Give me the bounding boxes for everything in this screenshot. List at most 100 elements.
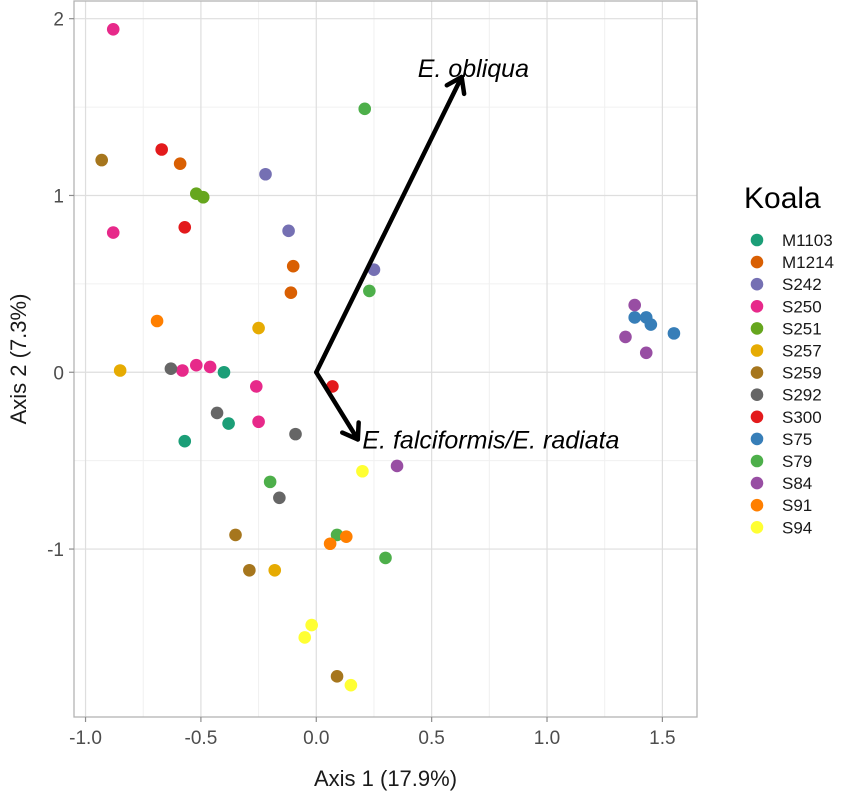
y-tick-label: 1 xyxy=(53,186,64,207)
y-axis-title: Axis 2 (7.3%) xyxy=(6,294,31,425)
legend-label-s242: S242 xyxy=(782,275,822,294)
point-s292 xyxy=(273,491,286,505)
legend-label-s250: S250 xyxy=(782,297,822,316)
legend-label-s259: S259 xyxy=(782,364,822,383)
point-s259 xyxy=(95,153,108,167)
legend-key-s257 xyxy=(750,344,764,357)
y-tick-label: 0 xyxy=(53,363,64,384)
point-m1103 xyxy=(217,365,231,379)
legend-label-s79: S79 xyxy=(782,452,812,471)
point-s292 xyxy=(210,406,224,420)
point-s84 xyxy=(628,298,641,312)
legend-key-s79 xyxy=(750,454,764,468)
point-s292 xyxy=(164,362,178,376)
arrow-head-0 xyxy=(444,74,467,97)
y-tick-label: 2 xyxy=(53,10,64,31)
point-s250 xyxy=(203,360,217,374)
point-s75 xyxy=(644,318,658,331)
point-s91 xyxy=(323,537,337,551)
panel-border xyxy=(73,0,698,718)
point-s259 xyxy=(229,528,242,542)
legend-label-s91: S91 xyxy=(782,496,812,515)
x-tick-label: -1.0 xyxy=(69,728,102,749)
point-s79 xyxy=(379,551,392,565)
x-tick-label: 0.0 xyxy=(303,728,329,749)
point-s79 xyxy=(363,284,376,298)
x-tick-label: 1.0 xyxy=(534,728,560,749)
loading-arrows: E. obliqua E. falciformis/E. radiata xyxy=(314,55,620,454)
point-s250 xyxy=(106,22,120,36)
point-s91 xyxy=(339,530,353,543)
arrow-shaft-1 xyxy=(314,370,361,442)
point-s300 xyxy=(155,143,168,156)
point-s75 xyxy=(667,327,681,340)
arrow-head-1 xyxy=(339,420,361,442)
legend-key-s94 xyxy=(750,521,764,534)
point-s91 xyxy=(150,314,164,328)
point-s79 xyxy=(263,475,277,489)
legend-label-s300: S300 xyxy=(782,408,822,427)
point-m1103 xyxy=(222,417,235,430)
legend-key-s250 xyxy=(750,300,764,313)
legend-label-s292: S292 xyxy=(782,386,822,405)
y-tick-label: -1 xyxy=(47,540,64,561)
point-s94 xyxy=(305,618,318,632)
point-m1214 xyxy=(286,259,300,273)
legend-key-s292 xyxy=(750,388,764,402)
legend: Koala M1103 M1214 S242 S250 S251 S257 S259 S292… xyxy=(744,182,834,537)
point-s250 xyxy=(106,226,120,239)
point-s292 xyxy=(289,427,302,441)
legend-key-s84 xyxy=(750,476,764,490)
major-gridlines xyxy=(74,1,697,717)
legend-label-m1103: M1103 xyxy=(782,231,833,250)
point-s250 xyxy=(252,415,265,429)
legend-key-m1214 xyxy=(750,255,764,269)
legend-key-s300 xyxy=(750,410,764,424)
point-s84 xyxy=(390,459,404,473)
legend-label-s257: S257 xyxy=(782,342,822,361)
y-axis-ticks: -1 0 1 2 xyxy=(47,10,74,561)
point-s79 xyxy=(358,102,372,116)
point-m1214 xyxy=(284,286,298,300)
legend-key-s75 xyxy=(750,432,764,446)
arrow-shaft-0 xyxy=(314,74,464,375)
legend-title: Koala xyxy=(744,182,821,215)
point-s259 xyxy=(330,670,344,683)
point-s94 xyxy=(344,678,358,692)
point-s251 xyxy=(196,190,210,204)
legend-key-s242 xyxy=(750,277,764,291)
legend-key-s259 xyxy=(750,366,764,379)
point-m1214 xyxy=(173,157,187,170)
arrow-label-1: E. falciformis/E. radiata xyxy=(362,426,619,454)
point-s250 xyxy=(176,364,189,377)
legend-label-m1214: M1214 xyxy=(782,253,834,272)
point-s242 xyxy=(282,224,295,238)
point-s250 xyxy=(189,358,203,372)
x-axis-title: Axis 1 (17.9%) xyxy=(314,766,457,791)
legend-key-s251 xyxy=(750,322,764,335)
legend-label-s251: S251 xyxy=(782,319,822,338)
legend-label-s75: S75 xyxy=(782,430,812,449)
point-s250 xyxy=(249,380,263,393)
point-m1103 xyxy=(178,434,192,448)
legend-label-s84: S84 xyxy=(782,474,812,493)
x-axis-ticks: -1.0 -0.5 0.0 0.5 1.0 1.5 xyxy=(69,717,676,749)
point-s75 xyxy=(628,311,641,324)
point-s259 xyxy=(243,563,256,577)
x-tick-label: 1.5 xyxy=(649,728,675,749)
point-s94 xyxy=(356,464,369,478)
point-s84 xyxy=(619,330,632,344)
legend-label-s94: S94 xyxy=(782,518,812,537)
legend-key-s91 xyxy=(750,498,764,512)
legend-key-m1103 xyxy=(750,233,764,247)
point-s257 xyxy=(113,364,127,377)
minor-gridlines xyxy=(74,1,697,717)
x-tick-label: -0.5 xyxy=(185,728,218,749)
point-s84 xyxy=(639,346,653,360)
point-s257 xyxy=(252,321,265,335)
arrow-label-0: E. obliqua xyxy=(418,55,529,83)
point-s242 xyxy=(259,167,272,181)
